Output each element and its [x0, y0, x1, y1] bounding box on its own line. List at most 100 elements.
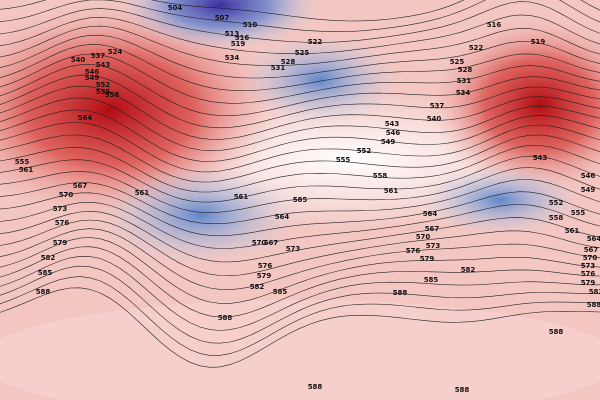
contour-label: 582 [461, 266, 476, 274]
contour-label: 546 [386, 129, 401, 137]
contour-label: 540 [71, 56, 86, 64]
contour-label: 567 [264, 239, 279, 247]
contour-label: 585 [424, 276, 439, 284]
contour-line [0, 74, 600, 129]
contour-label: 558 [549, 214, 564, 222]
contour-label: 588 [308, 383, 323, 391]
contour-label: 561 [384, 187, 399, 195]
contour-label: 555 [336, 156, 351, 164]
contour-line [0, 134, 600, 183]
contour-label: 519 [531, 38, 546, 46]
contour-line [0, 0, 600, 32]
contour-label: 561 [135, 189, 150, 197]
contour-label: 555 [96, 88, 111, 96]
contour-label: 552 [549, 199, 564, 207]
contour-label: 576 [406, 247, 421, 255]
contour-line [0, 255, 600, 331]
contour-label: 549 [381, 138, 396, 146]
contour-label: 528 [281, 58, 296, 66]
contour-line [0, 109, 600, 162]
contour-line [0, 210, 600, 263]
contour-label: 567 [73, 182, 88, 190]
contour-label: 534 [456, 89, 471, 97]
contour-label: 585 [293, 196, 308, 204]
contour-label: 537 [430, 102, 445, 110]
subtropical-area [0, 300, 600, 400]
contour-label: 579 [53, 239, 68, 247]
contour-label: 582 [41, 254, 56, 262]
contour-label: 582 [589, 288, 600, 296]
contour-label: 537 [91, 52, 106, 60]
contour-line [0, 219, 600, 277]
contour-label: 540 [427, 115, 442, 123]
contour-line [0, 191, 600, 237]
contour-line [0, 276, 600, 356]
contour-label: 588 [36, 288, 51, 296]
contour-label: 576 [55, 219, 70, 227]
contour-label: 567 [425, 225, 440, 233]
contour-label: 522 [308, 38, 323, 46]
contour-label: 573 [426, 242, 441, 250]
contour-label: 516 [235, 34, 250, 42]
cold-anomaly [240, 35, 400, 125]
contour-line [0, 287, 600, 368]
contour-labels: 5045075105135165195245375405435465495525… [15, 4, 600, 394]
contour-label: 558 [373, 172, 388, 180]
contour-label: 573 [286, 245, 301, 253]
contour-label: 531 [271, 64, 286, 72]
contour-line [0, 1, 600, 43]
contour-label: 528 [458, 66, 473, 74]
contour-label: 504 [168, 4, 183, 12]
contour-label: 513 [225, 30, 240, 38]
contour-line [0, 0, 600, 22]
contour-label: 588 [393, 289, 408, 297]
contour-line [0, 85, 600, 140]
contour-label: 573 [53, 205, 68, 213]
contour-label: 555 [15, 158, 30, 166]
contour-label: 546 [85, 68, 100, 76]
contour-label: 549 [581, 186, 596, 194]
contour-label: 522 [469, 44, 484, 52]
cold-anomaly [100, 165, 300, 265]
contour-label: 588 [587, 301, 600, 309]
contour-line [0, 145, 600, 193]
contour-label: 561 [565, 227, 580, 235]
contour-label: 588 [549, 328, 564, 336]
contour-label: 543 [533, 154, 548, 162]
cold-anomaly [120, 0, 320, 50]
contour-line [0, 228, 600, 290]
contour-label: 588 [218, 314, 233, 322]
contour-label: 561 [234, 193, 249, 201]
contour-label: 552 [357, 147, 372, 155]
cold-anomaly [420, 165, 580, 235]
contour-label: 567 [584, 246, 599, 254]
contour-label: 546 [581, 172, 596, 180]
contour-label: 531 [457, 77, 472, 85]
contour-label: 561 [19, 166, 34, 174]
contour-line [0, 246, 600, 318]
contour-label: 510 [243, 21, 258, 29]
contour-label: 519 [231, 40, 246, 48]
contour-line [0, 122, 600, 173]
contour-label: 585 [38, 269, 53, 277]
contour-line [0, 63, 600, 117]
contour-label: 525 [295, 49, 310, 57]
contour-label: 564 [78, 114, 93, 122]
contour-line [0, 265, 600, 344]
contour-label: 570 [583, 254, 598, 262]
contour-label: 524 [108, 48, 123, 56]
contour-label: 507 [215, 14, 230, 22]
contour-label: 573 [581, 262, 596, 270]
contour-line [0, 44, 600, 92]
contour-line [0, 34, 600, 79]
contour-label: 552 [96, 81, 111, 89]
contour-label: 576 [581, 270, 596, 278]
contour-label: 570 [416, 233, 431, 241]
contour-label: 579 [581, 279, 596, 287]
contour-line [0, 97, 600, 152]
contour-line [0, 53, 600, 104]
contour-label: 564 [587, 235, 600, 243]
contour-label: 585 [273, 288, 288, 296]
contour-line [0, 237, 600, 304]
